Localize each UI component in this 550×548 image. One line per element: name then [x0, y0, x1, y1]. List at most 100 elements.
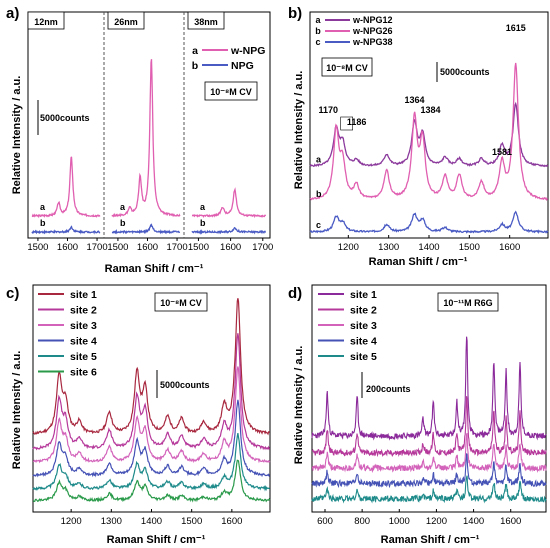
x-tick-label: 1400	[418, 242, 439, 253]
x-tick-label: 800	[354, 516, 370, 527]
curve-letter-b: b	[40, 218, 46, 228]
legend-entry-w-NPG26: w-NPG26	[352, 26, 393, 36]
x-tick-label: 1500	[107, 242, 128, 253]
ylabel-d: Relative Intensity / a.u.	[293, 346, 305, 465]
series-line-w-NPG	[111, 59, 181, 218]
legend-entry-site-1: site 1	[70, 289, 97, 301]
x-tick-label: 1600	[500, 516, 521, 527]
panel-c: 1200 1300 1400 1500 1600 site 1 site 2 site 3 si…	[32, 284, 271, 527]
xlabel-c: Raman Shift / cm⁻¹	[107, 534, 206, 546]
scale-bar-label: 5000counts	[40, 113, 90, 123]
x-tick-label: 1500	[459, 242, 480, 253]
panel-d: 600 800 1000 1200 1400 1600 site 1 site 2 site 3…	[311, 284, 547, 527]
series-line-NPG	[191, 226, 266, 235]
ylabel-a: Relative Intensity / a.u.	[11, 76, 23, 195]
x-tick-label: 1500	[27, 242, 48, 253]
x-tick-label: 1200	[338, 242, 359, 253]
annotation-box	[437, 292, 499, 312]
peak-label-1364: 1364	[404, 95, 424, 105]
x-tick-label: 1600	[137, 242, 158, 253]
xlabel-d: Raman Shift / cm⁻¹	[381, 534, 480, 546]
peak-label-1581: 1581	[492, 147, 512, 157]
x-tick-label: 1500	[181, 516, 202, 527]
curve-letter-a: a	[40, 202, 46, 212]
ylabel-b: Relative Intensity / a.u.	[293, 71, 305, 190]
legend-entry-w-NPG: w-NPG	[230, 45, 265, 57]
x-tick-label: 1700	[252, 242, 273, 253]
legend-entry-site-5: site 5	[350, 351, 377, 363]
series-line-w-NPG	[191, 187, 267, 219]
curve-letter-c: c	[316, 220, 321, 230]
x-tick-label: 1600	[220, 242, 241, 253]
annotation: 10⁻¹¹M R6G	[443, 298, 492, 308]
x-tick-label: 1700	[86, 242, 107, 253]
peak-label-1384: 1384	[421, 105, 441, 115]
series-line-w-NPG12	[309, 101, 549, 168]
curve-letter-a: a	[316, 155, 322, 165]
curve-letter-b: b	[120, 218, 126, 228]
x-tick-label: 1700	[166, 242, 187, 253]
panel-label-a: a)	[6, 5, 19, 22]
x-tick-label: 1000	[389, 516, 410, 527]
series-line-site-4	[311, 453, 547, 489]
annotation: 10⁻⁸M CV	[210, 87, 252, 97]
annotation: 10⁻⁸M CV	[160, 298, 202, 308]
curve-letter-b: b	[316, 189, 322, 199]
legend-entry-site-3: site 3	[350, 320, 377, 332]
peak-marker-box	[340, 116, 353, 131]
series-line-site-5	[311, 475, 547, 504]
x-tick-label: 1300	[378, 242, 399, 253]
xlabel-a: Raman Shift / cm⁻¹	[105, 263, 204, 275]
curve-letter-b: b	[200, 218, 206, 228]
annotation-box	[154, 292, 208, 312]
series-line-NPG	[111, 223, 181, 235]
legend-entry-site-5: site 5	[70, 351, 97, 363]
ylabel-c: Relative Intensity / a.u.	[11, 351, 23, 470]
annotation-box	[204, 81, 258, 101]
legend-entry-site-4: site 4	[350, 336, 377, 348]
scale-bar-label: 200counts	[366, 384, 411, 394]
xlabel-b: Raman Shift / cm⁻¹	[369, 256, 468, 268]
series-line-NPG	[31, 225, 101, 235]
legend-entry-site-2: site 2	[350, 305, 377, 317]
series-line-site-2	[32, 333, 271, 451]
series-line-site-3	[32, 366, 271, 464]
series-line-site-3	[311, 432, 547, 474]
legend-entry-site-3: site 3	[70, 320, 97, 332]
x-tick-label: 600	[317, 516, 333, 527]
peak-label-1170: 1170	[318, 105, 338, 115]
legend-entry-site-2: site 2	[70, 305, 97, 317]
size-label-box	[27, 11, 65, 30]
legend-letter: c	[315, 37, 320, 47]
series-line-w-NPG26	[309, 62, 548, 201]
x-tick-label: 1200	[426, 516, 447, 527]
series-line-site-4	[32, 399, 271, 478]
curve-letter-a: a	[200, 202, 206, 212]
x-tick-label: 1300	[101, 516, 122, 527]
series-line-site-1	[311, 336, 547, 441]
series-line-w-NPG	[31, 156, 101, 219]
x-tick-label: 1500	[188, 242, 209, 253]
legend-letter: b	[315, 26, 321, 36]
legend-entry-site-4: site 4	[70, 336, 97, 348]
x-tick-label: 1200	[61, 516, 82, 527]
legend-entry-NPG: NPG	[231, 60, 254, 72]
peak-label-1186: 1186	[347, 117, 367, 127]
legend-entry-w-NPG38: w-NPG38	[352, 37, 393, 47]
legend-entry-site-6: site 6	[70, 367, 97, 379]
x-tick-label: 1400	[463, 516, 484, 527]
series-line-w-NPG38	[309, 210, 549, 234]
curve-letter-a: a	[120, 202, 126, 212]
peak-label-1615: 1615	[506, 23, 526, 33]
x-tick-label: 1600	[57, 242, 78, 253]
size-label-box	[187, 11, 225, 30]
series-line-site-1	[32, 298, 271, 436]
series-line-site-5	[32, 432, 270, 492]
panel-label-c: c)	[6, 285, 19, 302]
annotation: 10⁻⁸M CV	[326, 63, 368, 73]
size-label: 12nm	[34, 17, 58, 27]
legend-entry-site-1: site 1	[350, 289, 377, 301]
panel-label-d: d)	[288, 285, 302, 302]
